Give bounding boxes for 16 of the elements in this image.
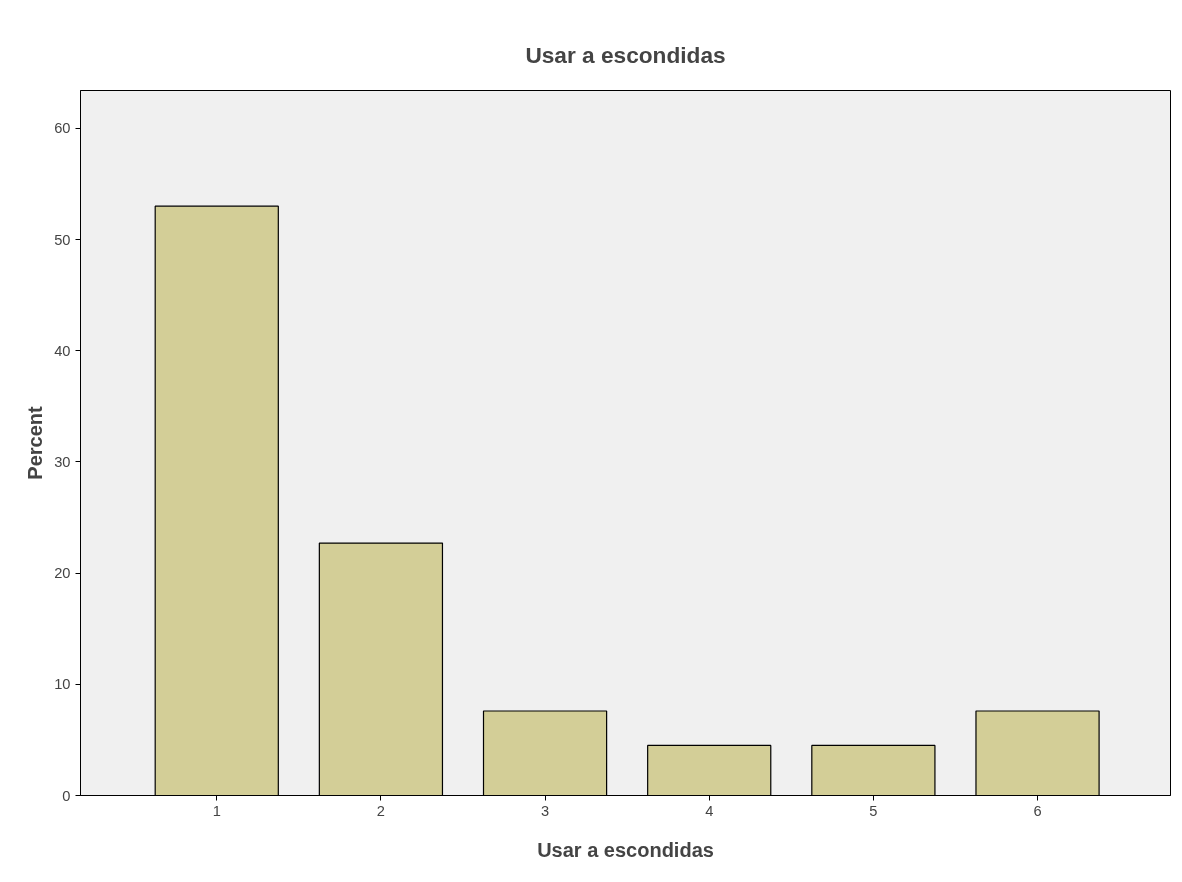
y-tick-label: 40 [54,342,71,359]
x-tick-label: 6 [1033,802,1042,819]
x-axis-title: Usar a escondidas [537,838,714,861]
x-tick-label: 1 [212,802,221,819]
chart-title: Usar a escondidas [525,42,726,68]
y-tick-label: 10 [54,676,71,693]
y-axis-title: Percent [24,405,47,480]
y-tick-label: 20 [54,565,71,582]
x-tick-label: 5 [869,802,878,819]
x-tick-label: 2 [376,802,385,819]
x-tick-label: 4 [705,802,714,819]
y-tick-label: 50 [54,231,71,248]
y-tick-label: 30 [54,453,71,470]
x-tick-label: 3 [540,802,550,819]
y-tick-label: 0 [62,787,71,804]
y-tick-label: 60 [54,120,71,137]
